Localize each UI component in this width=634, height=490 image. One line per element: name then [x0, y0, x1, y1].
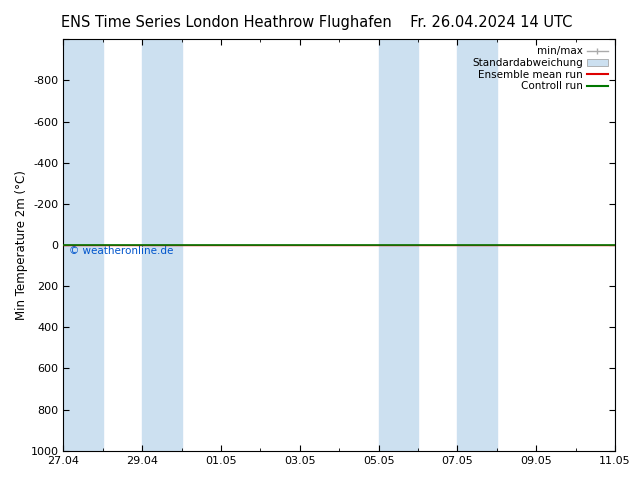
Bar — [378, 39, 418, 451]
Text: ENS Time Series London Heathrow Flughafen    Fr. 26.04.2024 14 UTC: ENS Time Series London Heathrow Flughafe… — [61, 15, 573, 30]
Bar — [63, 39, 103, 451]
Y-axis label: Min Temperature 2m (°C): Min Temperature 2m (°C) — [15, 170, 28, 320]
Bar — [615, 39, 634, 451]
Bar — [142, 39, 181, 451]
Legend: min/max, Standardabweichung, Ensemble mean run, Controll run: min/max, Standardabweichung, Ensemble me… — [470, 45, 610, 93]
Text: © weatheronline.de: © weatheronline.de — [69, 246, 173, 256]
Bar — [457, 39, 497, 451]
